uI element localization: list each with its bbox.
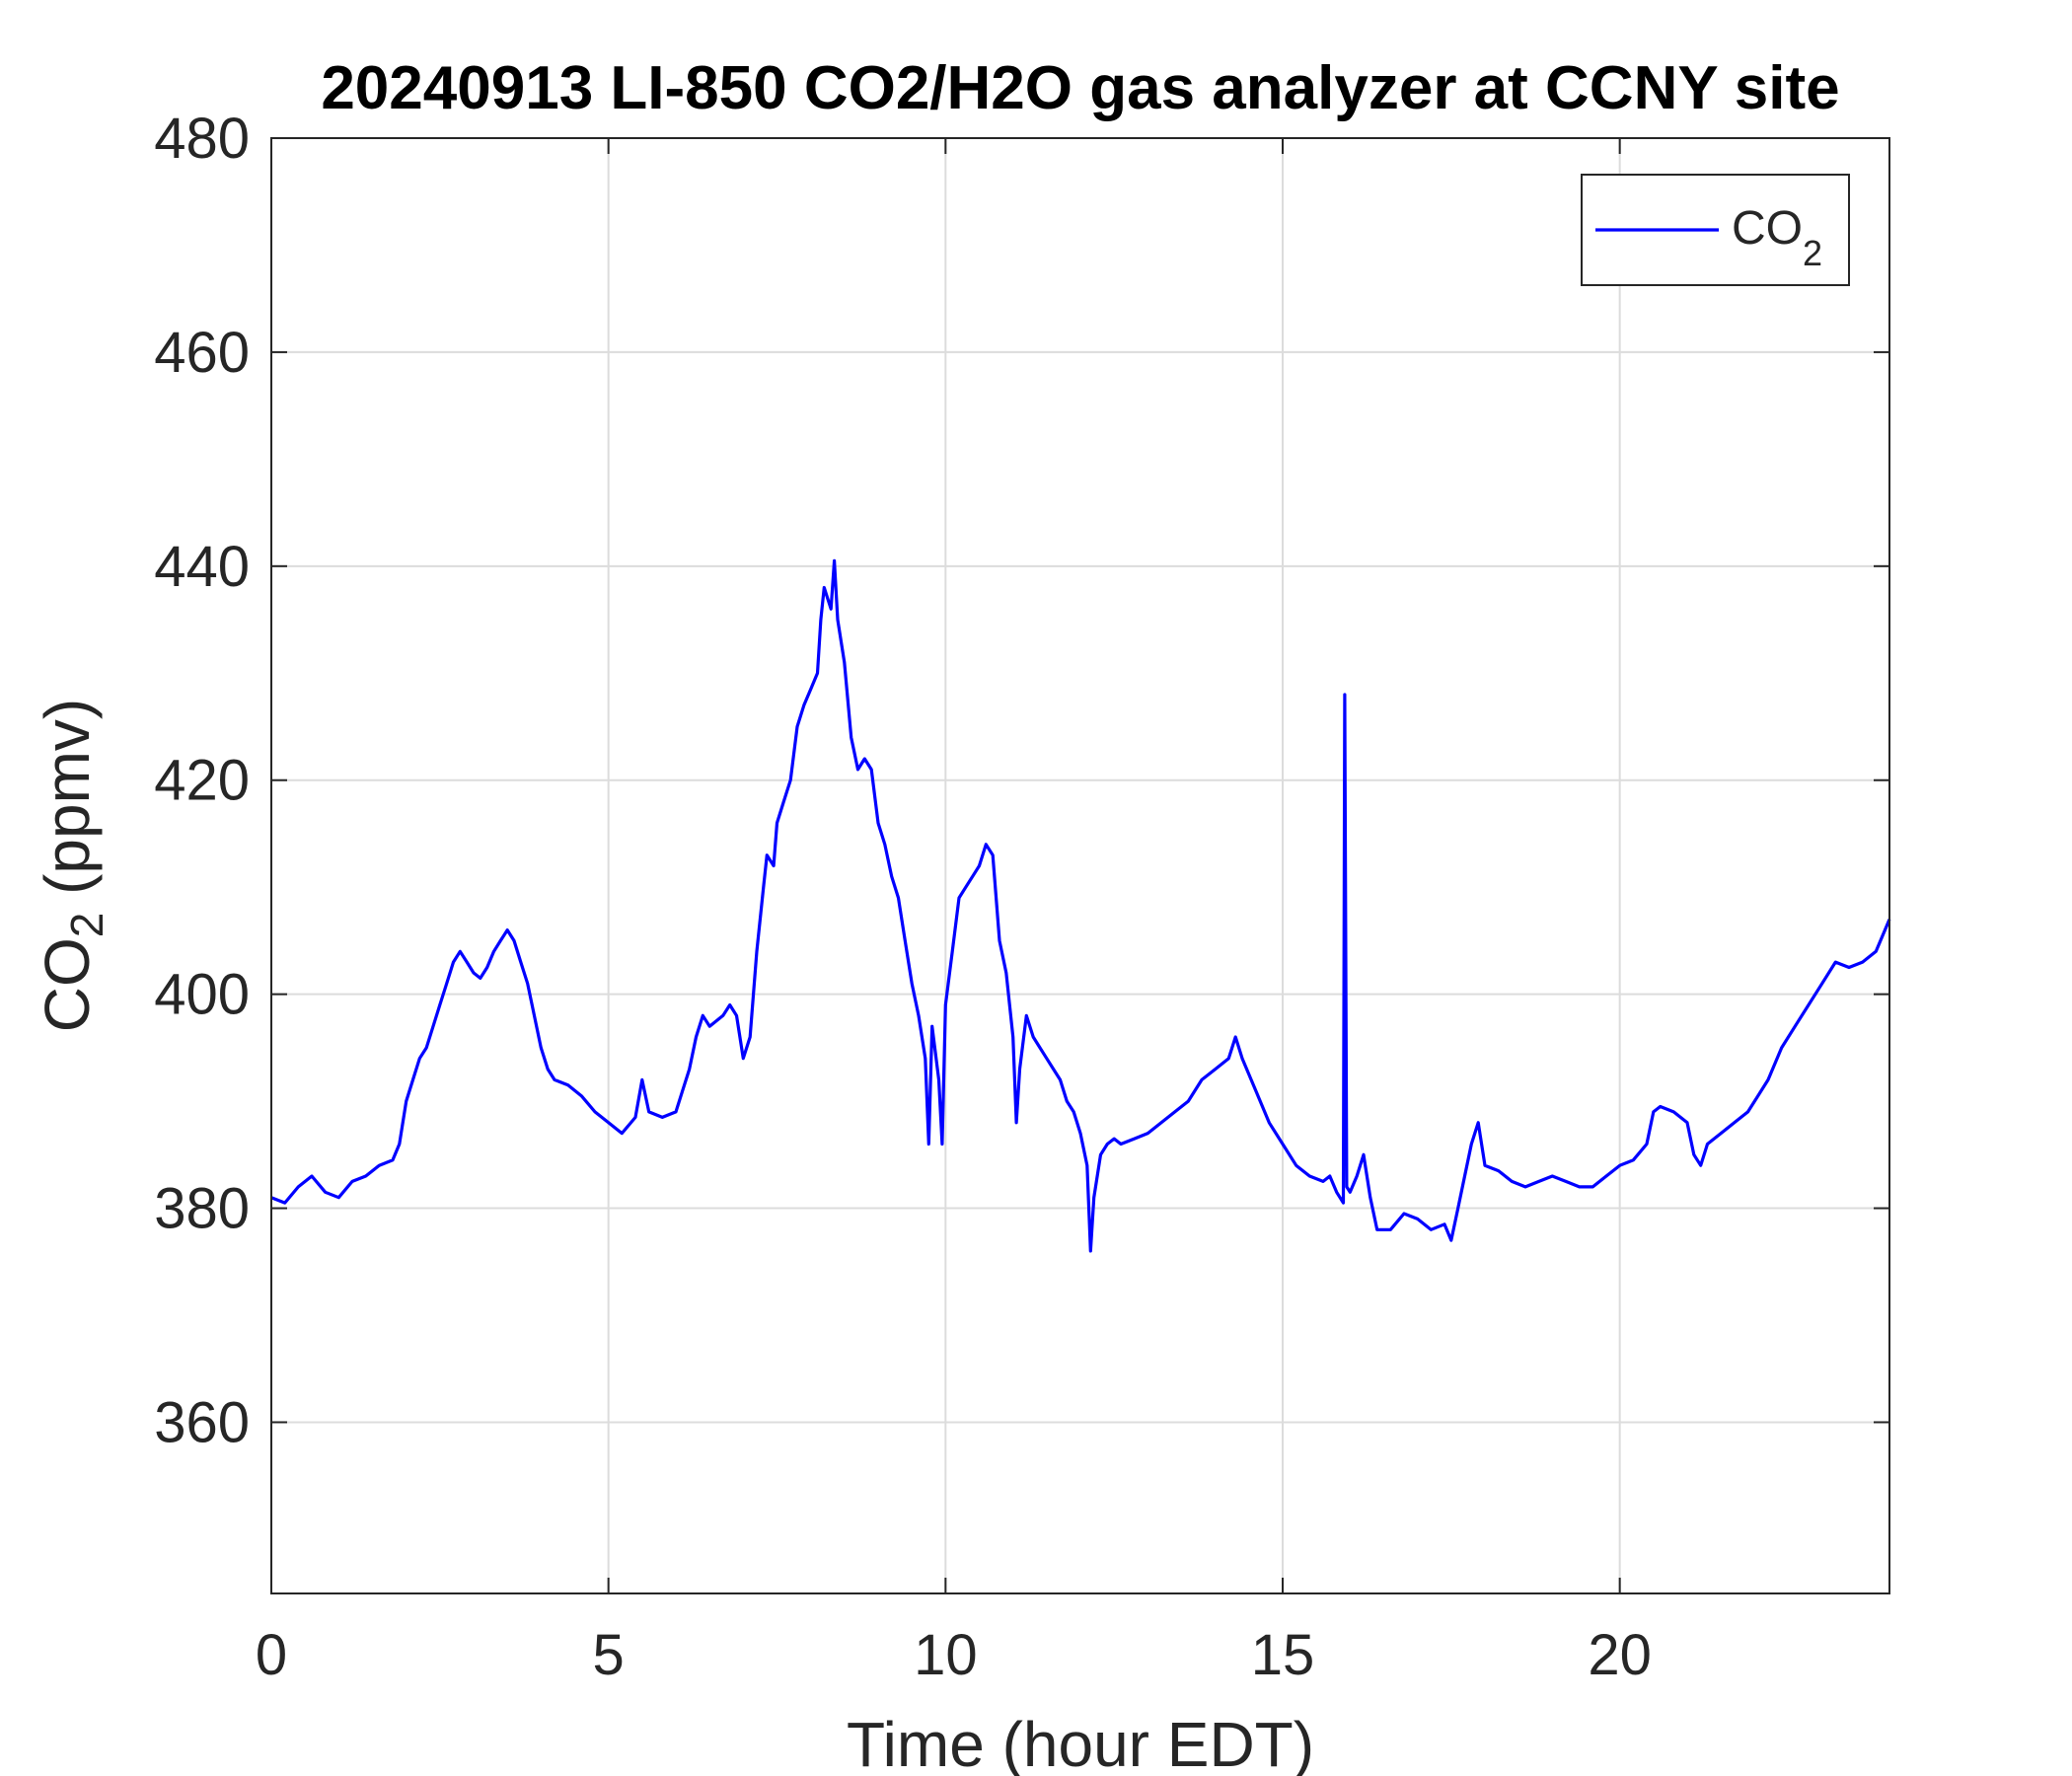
y-tick-label: 420 xyxy=(154,749,250,813)
plot-frame xyxy=(270,137,1890,1594)
y-axis-label: CO2 (ppmv) xyxy=(32,699,112,1033)
y-tick-label: 400 xyxy=(154,963,250,1027)
y-tick-label: 440 xyxy=(154,535,250,599)
y-tick-label: 360 xyxy=(154,1390,250,1454)
y-axis-label-sub: 2 xyxy=(61,913,112,938)
legend: CO2 xyxy=(1581,174,1850,286)
legend-label-sub: 2 xyxy=(1803,233,1822,273)
y-tick-label: 480 xyxy=(154,107,250,171)
y-axis-label-rest: (ppmv) xyxy=(32,699,103,913)
tick-labels: 0 5 10 15 20 360 380 400 420 440 460 480 xyxy=(154,107,1652,1687)
y-tick-label: 460 xyxy=(154,321,250,385)
series-line-co2 xyxy=(270,558,1891,1253)
x-axis-label: Time (hour EDT) xyxy=(847,1709,1314,1776)
x-tick-label: 15 xyxy=(1251,1623,1315,1687)
y-axis-label-base: CO xyxy=(32,937,103,1032)
x-tick-label: 10 xyxy=(914,1623,978,1687)
chart-title: 20240913 LI-850 CO2/H2O gas analyzer at … xyxy=(321,54,1839,122)
x-tick-label: 20 xyxy=(1588,1623,1652,1687)
x-tick-label: 5 xyxy=(593,1623,625,1687)
legend-label: CO2 xyxy=(1732,202,1822,273)
y-tick-label: 380 xyxy=(154,1177,250,1241)
tick-marks xyxy=(270,137,1889,1593)
legend-label-base: CO xyxy=(1732,202,1803,255)
x-tick-label: 0 xyxy=(256,1623,287,1687)
plot-background xyxy=(271,138,1889,1593)
